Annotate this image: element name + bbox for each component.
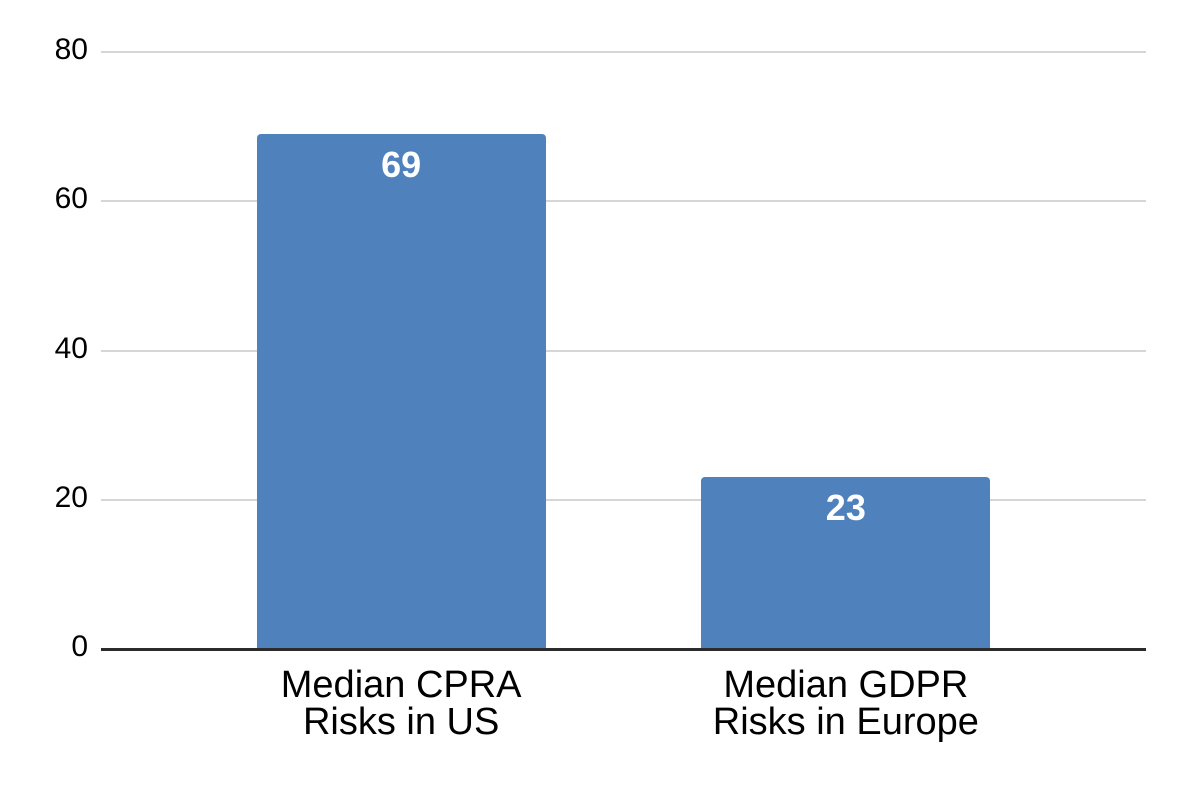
y-axis-tick-label: 20: [54, 480, 88, 514]
x-axis-category-label-line: Risks in US: [302, 701, 500, 743]
y-gridline: [101, 498, 1146, 501]
x-axis-category-label-line: Median CPRA: [280, 664, 522, 706]
x-axis-category-label-line: Risks in Europe: [712, 701, 979, 743]
bar-median-gdpr-europe: [701, 477, 991, 649]
y-axis-tick-label: 80: [54, 33, 88, 66]
x-axis-category-label: Median GDPR Risks in Europe: [596, 664, 1096, 743]
x-axis-category-label: Median CPRA Risks in US: [151, 664, 651, 743]
x-axis-category-label-line: Median GDPR: [723, 664, 969, 706]
y-gridline: [101, 349, 1146, 352]
bar-median-cpra-us: [256, 134, 546, 649]
bar-value-label: 23: [825, 487, 866, 529]
y-axis-tick-label: 60: [54, 182, 88, 216]
y-gridline: [101, 51, 1146, 53]
x-axis-baseline: [101, 647, 1146, 651]
y-axis-tick-label: 40: [54, 331, 88, 365]
bar-value-label: 69: [381, 144, 422, 186]
y-gridline: [101, 200, 1146, 203]
y-axis-tick-label: 0: [71, 630, 88, 663]
